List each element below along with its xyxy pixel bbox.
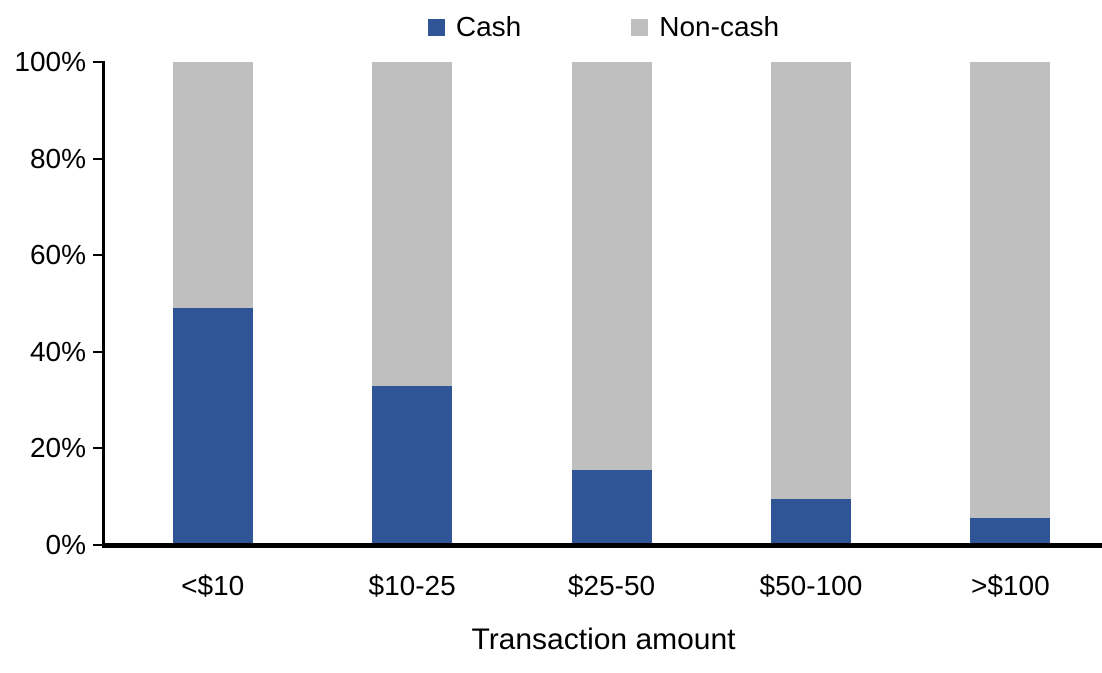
plot-area: <$10 $10-25 $25-50 $50-100 >$100 Transaction… <box>93 61 1102 655</box>
x-tick-label-50-100: $50-100 <box>759 570 863 601</box>
y-tick-label-40: 40% <box>29 335 86 367</box>
stacked-bar-25-50 <box>571 62 652 545</box>
bar-segment-non-cash <box>970 62 1051 519</box>
y-tick-label-60: 60% <box>29 239 86 271</box>
bar-group-50-100 <box>711 62 910 545</box>
y-axis-labels: 0% 20% 40% 60% 80% 100% <box>0 48 86 559</box>
bar-segment-cash <box>571 470 652 545</box>
bar-group-25-50 <box>512 62 711 545</box>
x-tick-label-25-50: $25-50 <box>567 570 656 601</box>
y-tick-label-0: 0% <box>45 529 86 560</box>
bar-segment-cash <box>372 385 453 545</box>
x-tick-label-10-25: $10-25 <box>368 570 456 601</box>
bar-segment-cash <box>770 499 851 545</box>
bar-segment-non-cash <box>770 62 851 500</box>
legend-swatch-non-cash-icon <box>631 18 649 36</box>
x-axis-labels: <$10 $10-25 $25-50 $50-100 >$100 <box>113 572 1102 600</box>
stacked-bar-50-100 <box>770 62 851 545</box>
bar-group-10-25 <box>312 62 511 545</box>
y-tick-mark <box>93 254 105 257</box>
y-tick-mark <box>93 157 105 160</box>
legend-label-cash: Cash <box>455 11 522 42</box>
bar-segment-non-cash <box>172 62 253 309</box>
x-tick-label-100: >$100 <box>971 570 1050 601</box>
chart-legend: Cash Non-cash <box>105 11 1102 43</box>
y-tick-mark <box>93 447 105 450</box>
bars <box>113 62 1102 545</box>
legend-item-cash: Cash <box>427 11 522 43</box>
bar-segment-non-cash <box>372 62 453 386</box>
bar-segment-cash <box>172 308 253 545</box>
y-tick-label-20: 20% <box>29 432 86 464</box>
x-axis-title: Transaction amount <box>471 623 736 656</box>
stacked-bar-10 <box>172 62 253 545</box>
x-axis-line <box>102 543 1102 548</box>
bar-group-100 <box>911 62 1102 545</box>
legend-item-non-cash: Non-cash <box>631 11 780 43</box>
stacked-bar-100 <box>970 62 1051 545</box>
y-tick-mark <box>93 61 105 63</box>
bar-segment-non-cash <box>571 62 652 471</box>
legend-swatch-cash-icon <box>427 18 445 36</box>
legend-label-non-cash: Non-cash <box>659 11 780 42</box>
bar-group-10 <box>113 62 312 545</box>
y-axis-line <box>102 62 105 545</box>
x-tick-label-10: <$10 <box>181 570 245 601</box>
y-tick-mark <box>93 544 105 546</box>
y-tick-label-80: 80% <box>29 142 86 174</box>
bar-segment-cash <box>970 518 1051 545</box>
stacked-bar-10-25 <box>372 62 453 545</box>
y-tick-label-100: 100% <box>14 46 86 77</box>
y-tick-mark <box>93 350 105 353</box>
